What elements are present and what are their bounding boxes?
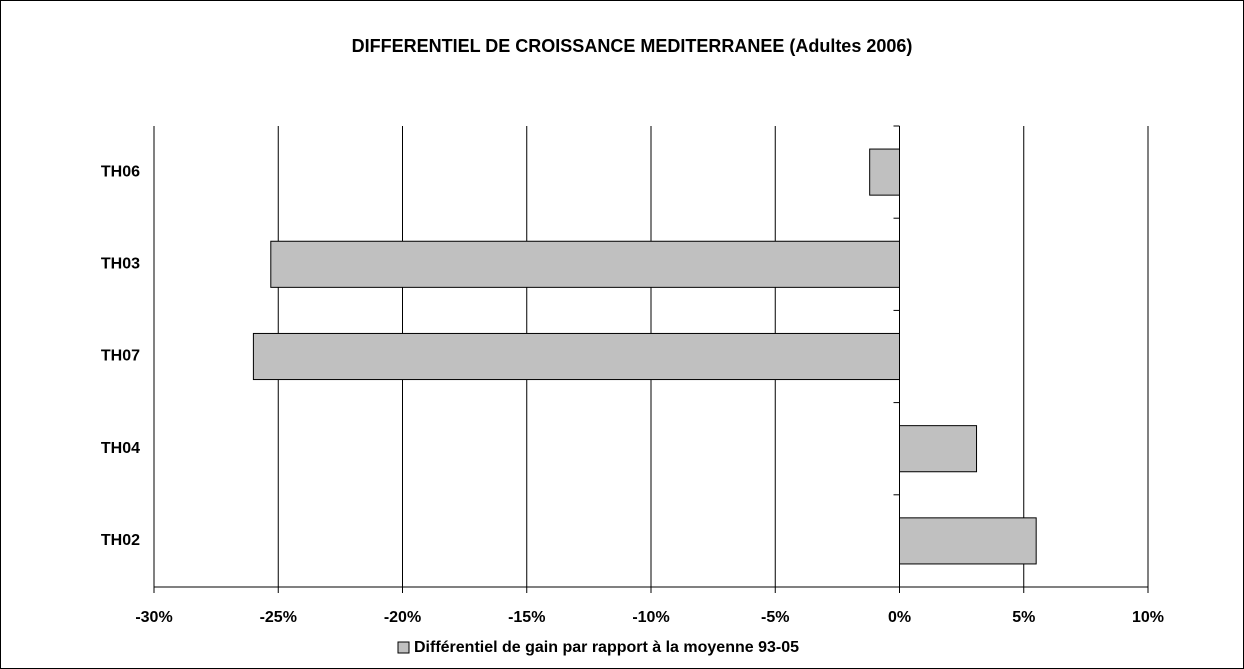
bar bbox=[869, 148, 900, 196]
x-tick-label: -10% bbox=[632, 609, 669, 626]
x-tick-label: -30% bbox=[135, 609, 172, 626]
x-tick-label: -20% bbox=[384, 609, 421, 626]
y-tick-label: TH04 bbox=[101, 440, 140, 457]
chart-title: DIFFERENTIEL DE CROISSANCE MEDITERRANEE … bbox=[352, 36, 913, 56]
legend-swatch bbox=[397, 641, 410, 654]
bar bbox=[270, 240, 901, 288]
bar bbox=[899, 425, 978, 473]
bar bbox=[252, 332, 900, 381]
y-tick-label: TH06 bbox=[101, 163, 140, 180]
x-tick-label: 0% bbox=[888, 609, 911, 626]
y-tick-label: TH07 bbox=[101, 348, 140, 365]
x-tick-label: -25% bbox=[260, 609, 297, 626]
x-tick-label: -15% bbox=[508, 609, 545, 626]
legend-label: Différentiel de gain par rapport à la mo… bbox=[414, 639, 799, 656]
y-tick-label: TH03 bbox=[101, 256, 140, 273]
x-tick-label: 10% bbox=[1132, 609, 1164, 626]
x-tick-label: 5% bbox=[1012, 609, 1035, 626]
x-tick-label: -5% bbox=[761, 609, 789, 626]
bar bbox=[899, 517, 1037, 565]
y-tick-label: TH02 bbox=[101, 532, 140, 549]
